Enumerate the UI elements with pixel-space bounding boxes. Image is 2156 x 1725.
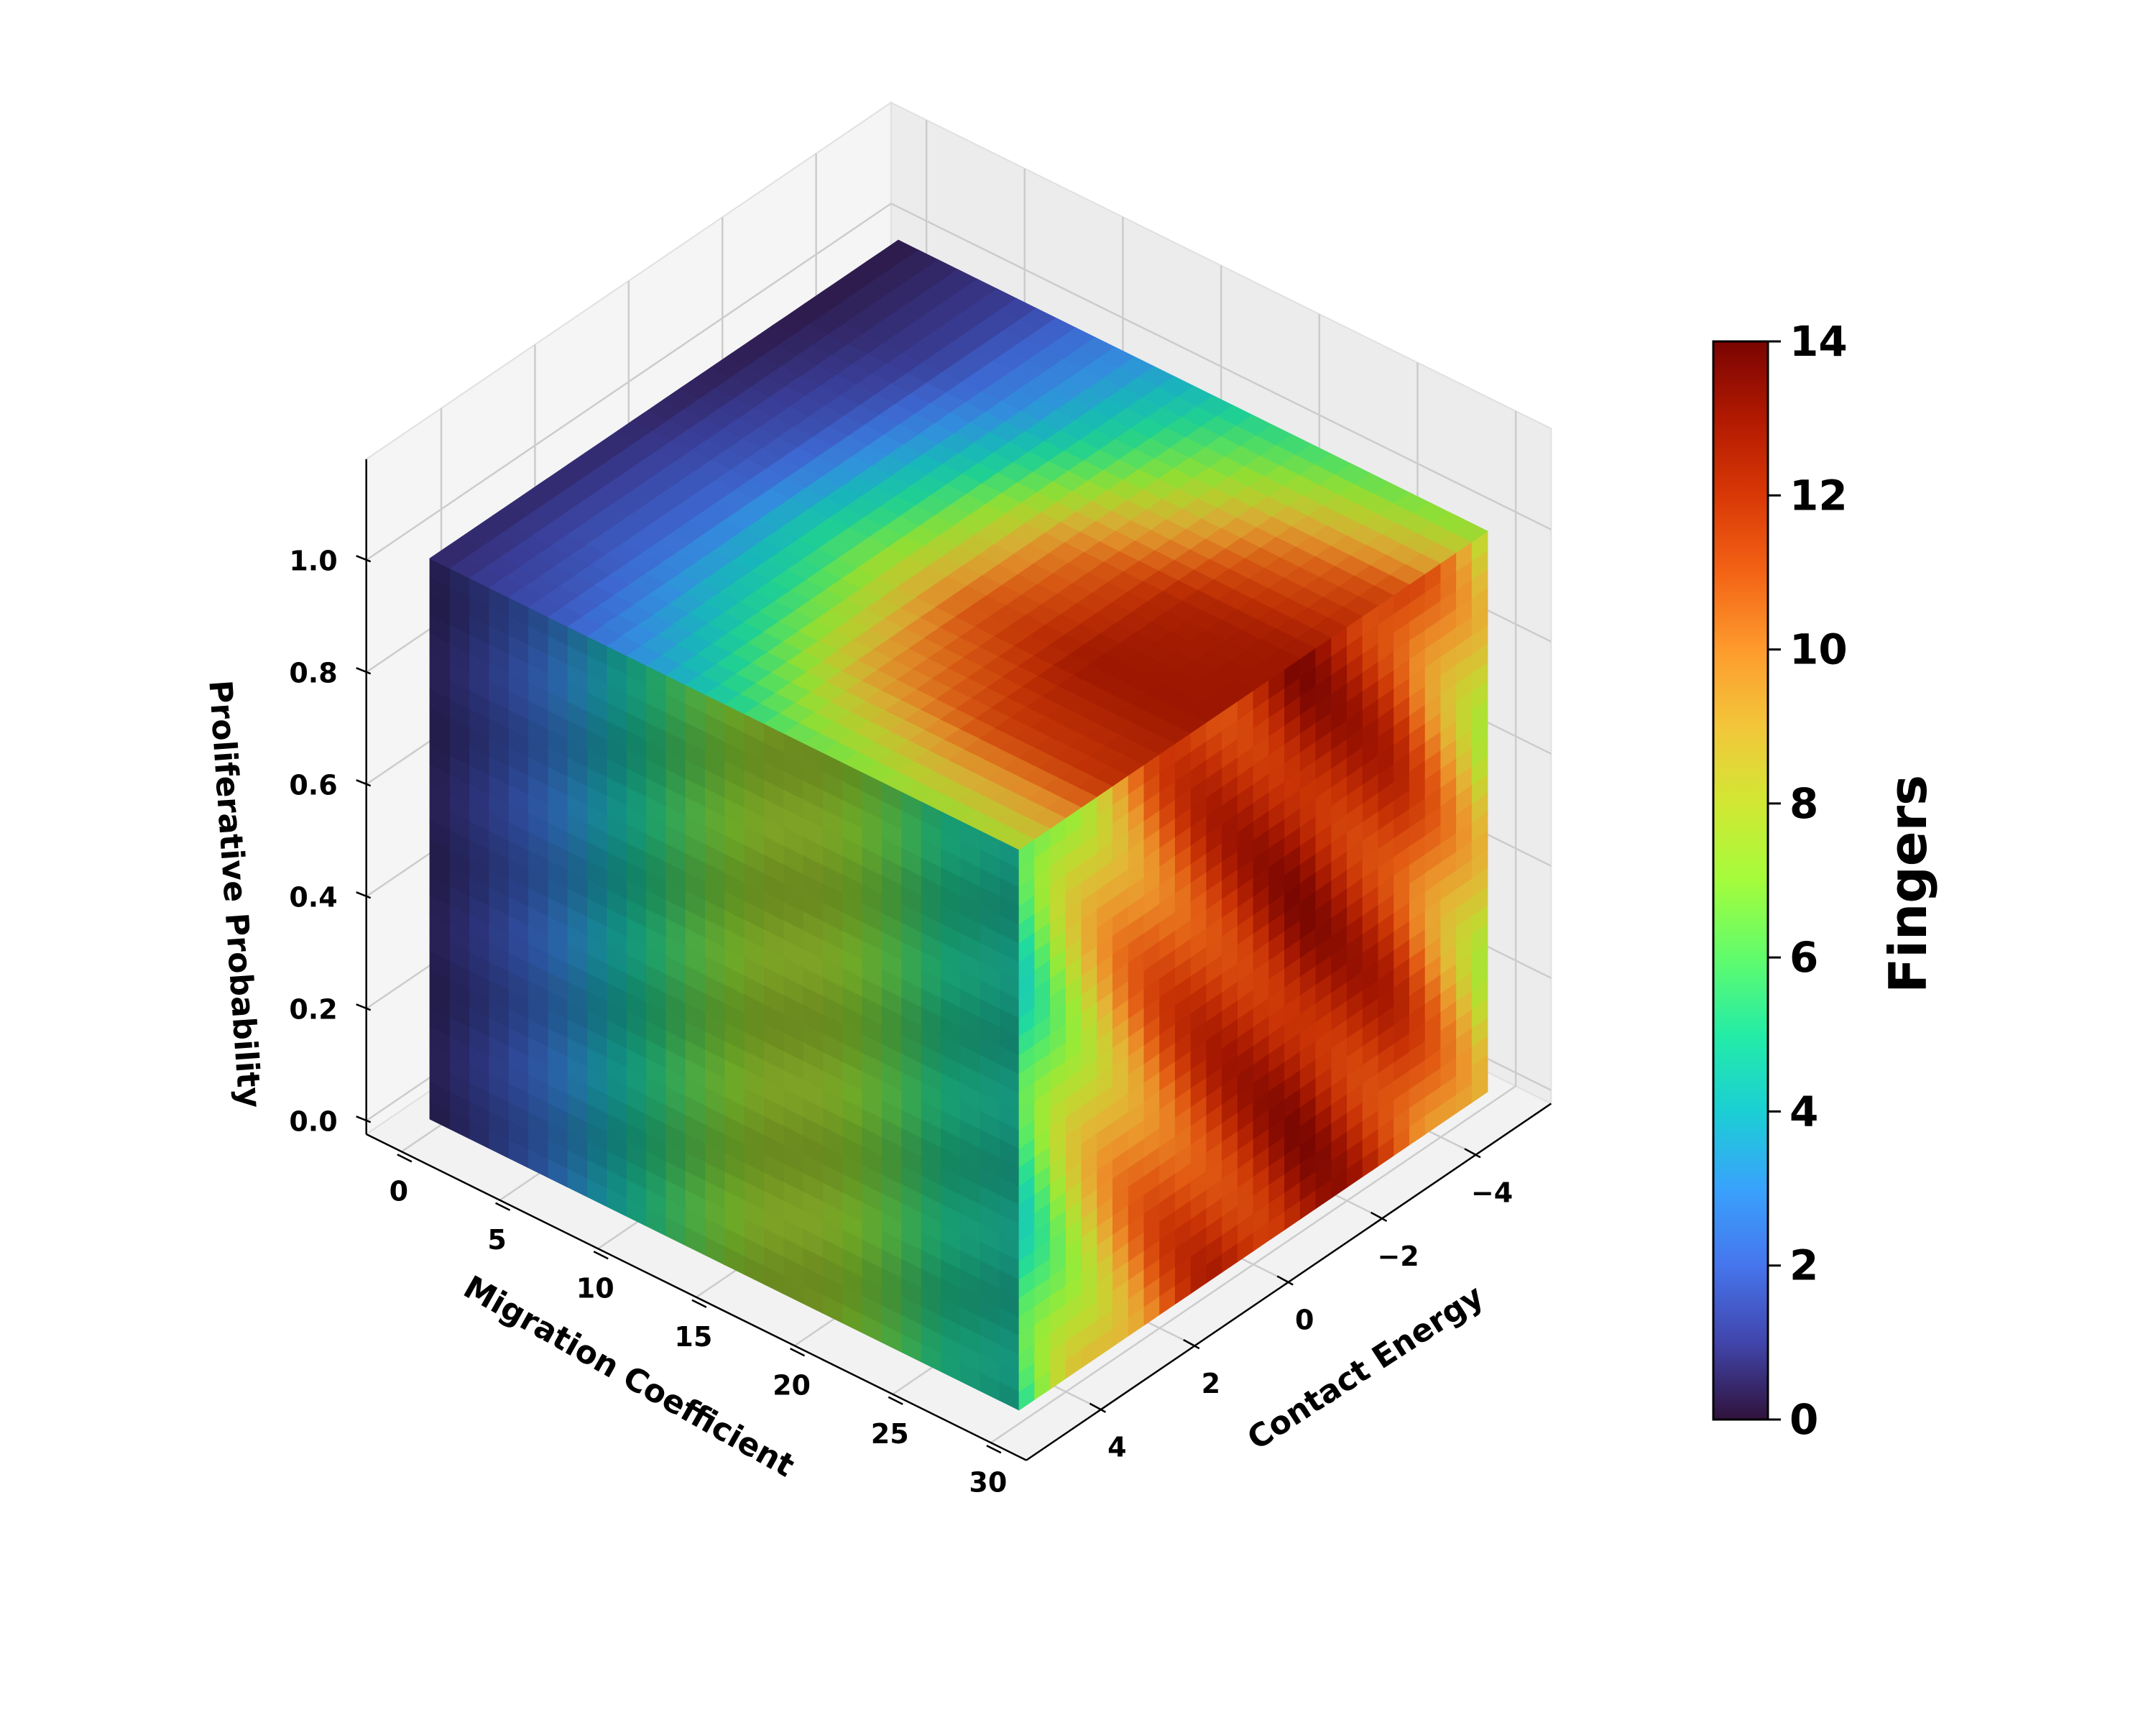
y-tick-label: −2: [1377, 1241, 1419, 1272]
colorbar-tick-label: 14: [1789, 317, 1848, 366]
gridline-z: [890, 202, 1552, 530]
colorbar-tick-label: 8: [1789, 779, 1818, 828]
z-tick-mark: [356, 891, 372, 899]
colorbar-tick-label: 0: [1789, 1395, 1818, 1444]
x-tick-mark: [789, 1348, 806, 1357]
y-tick-mark: [1183, 1339, 1200, 1350]
x-tick-label: 0: [390, 1175, 408, 1207]
x-tick-label: 25: [871, 1418, 909, 1450]
voxel-cube: [429, 239, 1488, 1411]
colorbar-tick-label: 10: [1789, 625, 1848, 674]
y-tick-mark: [1089, 1402, 1106, 1413]
z-tick-mark: [356, 1003, 372, 1011]
y-tick-label: −4: [1471, 1177, 1513, 1208]
z-tick-mark: [356, 555, 372, 563]
x-tick-mark: [494, 1202, 511, 1211]
x-tick-label: 20: [773, 1369, 811, 1401]
x-tick-mark: [593, 1251, 609, 1260]
x-tick-mark: [397, 1154, 413, 1163]
colorbar-tick-label: 6: [1789, 933, 1818, 982]
y-tick-label: 0: [1295, 1305, 1314, 1336]
x-tick-mark: [888, 1396, 903, 1405]
x-tick-mark: [691, 1299, 707, 1308]
gridline-z: [365, 203, 892, 561]
y-axis-label: Contact Energy: [1241, 1278, 1491, 1458]
x-tick-label: 15: [674, 1321, 712, 1353]
top-face-voxel: [882, 239, 919, 261]
x-tick-label: 5: [487, 1224, 506, 1256]
z-tick-label: 1.0: [289, 545, 337, 576]
x-tick-label: 10: [576, 1272, 614, 1304]
y-tick-mark: [1464, 1148, 1481, 1159]
y-tick-mark: [1370, 1211, 1388, 1223]
z-tick-label: 0.4: [289, 881, 337, 913]
y-tick-label: 2: [1202, 1368, 1220, 1399]
y-tick-mark: [1276, 1275, 1294, 1286]
colorbar-gradient: [1712, 340, 1769, 1421]
colorbar-tick-label: 2: [1789, 1241, 1818, 1290]
x-axis-line: [366, 1133, 1027, 1461]
colorbar-ticks: 0 2 4 6 8 10 12 14: [1768, 317, 1848, 1444]
z-tick-label: 0.6: [289, 769, 337, 801]
colorbar: 0 2 4 6 8 10 12 14 Fingers: [1712, 317, 1938, 1444]
z-axis-label: Proliferative Probability: [201, 679, 267, 1110]
z-tick-label: 0.2: [289, 993, 337, 1025]
colorbar-label: Fingers: [1878, 775, 1938, 993]
z-tick-mark: [356, 667, 372, 675]
z-tick-label: 0.8: [289, 657, 337, 689]
z-tick-mark: [356, 779, 372, 787]
x-tick-mark: [986, 1445, 1002, 1454]
colorbar-tick-label: 4: [1789, 1087, 1818, 1136]
x-tick-label: 30: [969, 1466, 1007, 1498]
colorbar-tick-label: 12: [1789, 471, 1848, 520]
z-tick-mark: [356, 1116, 372, 1123]
y-tick-label: 4: [1107, 1432, 1126, 1463]
z-tick-label: 0.0: [289, 1105, 337, 1137]
